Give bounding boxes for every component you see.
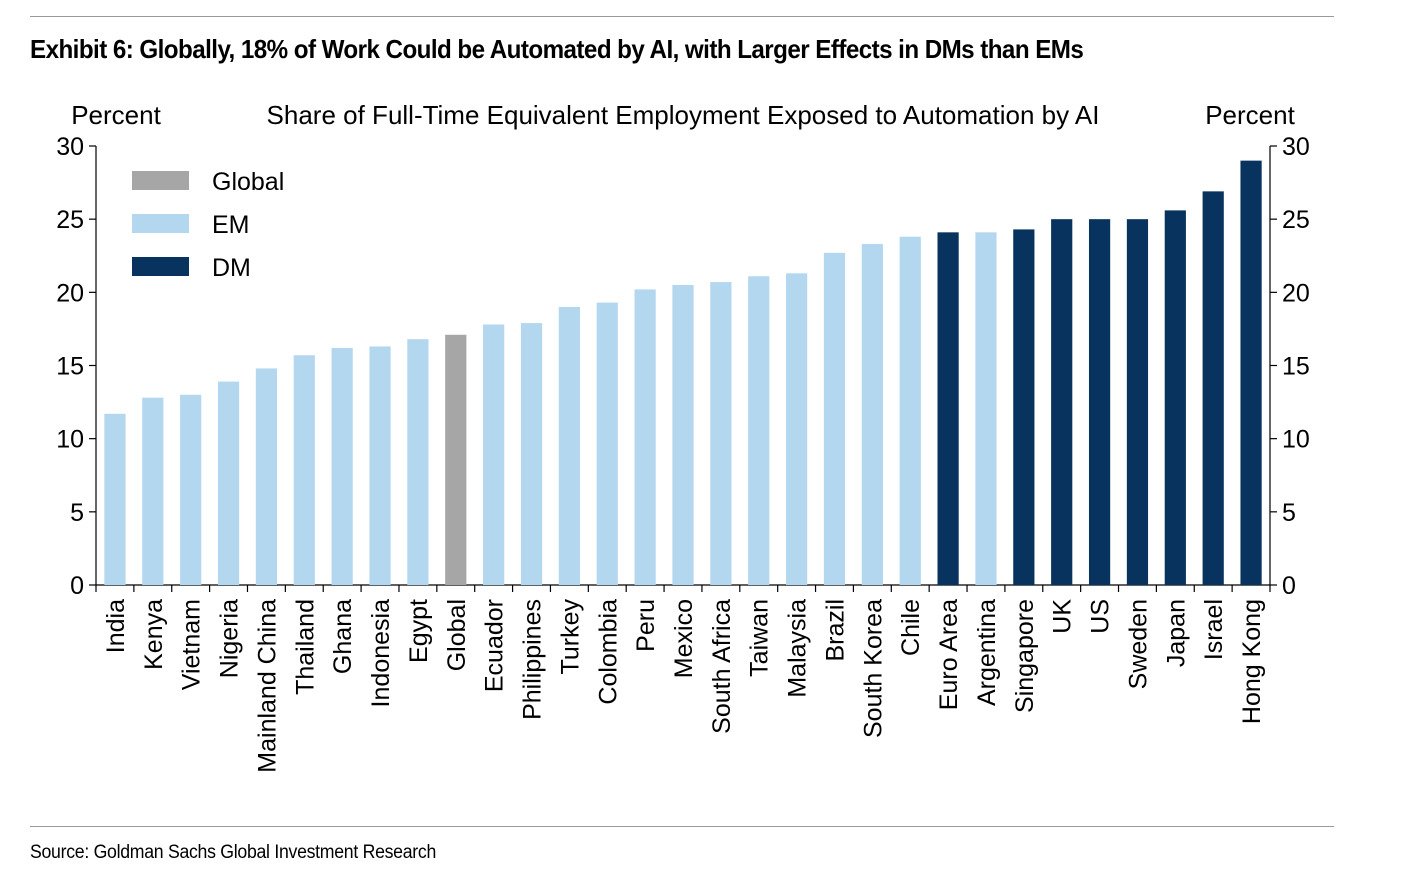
bar-kenya — [142, 397, 164, 585]
x-tick-label: Ecuador — [481, 599, 509, 692]
right-y-tick-label: 20 — [1282, 279, 1310, 307]
right-y-tick-label: 30 — [1282, 133, 1310, 161]
bar-indonesia — [369, 346, 391, 585]
x-tick-label: Sweden — [1124, 599, 1152, 689]
x-tick-label: Peru — [632, 599, 660, 652]
x-tick-label: Indonesia — [367, 599, 395, 708]
legend-label-em: EM — [212, 211, 250, 239]
x-tick-label: Japan — [1162, 599, 1190, 667]
bar-argentina — [975, 232, 997, 585]
legend-swatch-dm — [132, 257, 189, 276]
right-axis-label: Percent — [1205, 100, 1295, 130]
x-tick-label: Brazil — [821, 599, 849, 662]
chart-title: Share of Full-Time Equivalent Employment… — [267, 100, 1100, 130]
x-tick-label: US — [1087, 599, 1115, 634]
bar-chile — [899, 236, 921, 585]
source-note: Source: Goldman Sachs Global Investment … — [30, 842, 436, 863]
bar-ecuador — [483, 324, 505, 585]
left-y-tick-label: 20 — [56, 279, 84, 307]
bar-colombia — [596, 302, 618, 585]
bar-sweden — [1126, 219, 1149, 585]
legend-label-dm: DM — [212, 254, 251, 282]
bar-singapore — [1013, 229, 1035, 585]
x-tick-label: Argentina — [973, 599, 1001, 706]
bar-us — [1088, 219, 1111, 585]
bar-south-africa — [710, 282, 732, 585]
left-y-tick-label: 30 — [56, 133, 84, 161]
x-tick-label: Euro Area — [935, 599, 963, 710]
x-tick-label: Philippines — [519, 599, 547, 720]
x-tick-label: South Africa — [708, 599, 736, 734]
bar-turkey — [558, 306, 580, 585]
bar-mexico — [672, 285, 694, 585]
bar-hong-kong — [1240, 160, 1262, 585]
legend-label-global: Global — [212, 168, 284, 196]
bar-nigeria — [217, 381, 240, 585]
x-tick-label: Mexico — [670, 599, 698, 678]
x-tick-label: UK — [1049, 599, 1077, 634]
bar-india — [104, 413, 126, 585]
left-y-tick-label: 15 — [56, 353, 84, 381]
x-tick-label: Egypt — [405, 599, 433, 663]
x-tick-label: Mainland China — [253, 599, 281, 773]
right-y-tick-label: 15 — [1282, 353, 1310, 381]
x-tick-label: Nigeria — [216, 599, 244, 678]
bar-taiwan — [748, 276, 770, 585]
x-tick-label: Kenya — [140, 599, 168, 670]
bar-south-korea — [861, 244, 883, 585]
legend-swatch-global — [132, 171, 189, 190]
bar-israel — [1202, 191, 1224, 585]
x-tick-label: Thailand — [291, 599, 319, 695]
bar-brazil — [823, 252, 846, 585]
bar-vietnam — [180, 394, 202, 585]
x-tick-label: Singapore — [1011, 599, 1039, 713]
bar-egypt — [407, 339, 429, 585]
bar-uk — [1051, 219, 1073, 585]
plot-area: 0 0 5 5 10 10 15 15 20 20 25 25 30 30 India Kenya Vietna… — [56, 133, 1310, 773]
x-tick-label: Taiwan — [746, 599, 774, 677]
bar-malaysia — [786, 273, 808, 585]
x-tick-label: Malaysia — [784, 599, 812, 698]
bar-philippines — [520, 323, 543, 585]
x-tick-label: Colombia — [594, 599, 622, 705]
bar-japan — [1164, 210, 1186, 586]
left-y-tick-label: 0 — [70, 572, 84, 600]
bar-thailand — [293, 355, 315, 585]
right-y-tick-label: 0 — [1282, 572, 1296, 600]
x-tick-label: Global — [443, 599, 471, 671]
top-rule — [30, 16, 1334, 17]
x-tick-label: India — [102, 599, 130, 653]
left-y-tick-label: 25 — [56, 206, 84, 234]
bottom-rule — [30, 826, 1334, 827]
bar-euro-area — [937, 232, 959, 585]
x-tick-label: Chile — [897, 599, 925, 656]
bar-global — [445, 334, 467, 585]
x-tick-label: Hong Kong — [1238, 599, 1266, 724]
left-y-tick-label: 5 — [70, 499, 84, 527]
right-y-tick-label: 25 — [1282, 206, 1310, 234]
legend-swatch-em — [132, 214, 189, 233]
x-tick-label: Ghana — [329, 599, 357, 674]
x-tick-label: Turkey — [556, 599, 584, 675]
exhibit-title: Exhibit 6: Globally, 18% of Work Could b… — [30, 34, 1084, 64]
legend: Global EM DM — [132, 168, 284, 282]
x-tick-label: Israel — [1200, 599, 1228, 660]
x-tick-label: South Korea — [859, 599, 887, 738]
bar-mainland-china — [255, 368, 278, 585]
left-axis-label: Percent — [71, 100, 161, 130]
x-tick-label: Vietnam — [178, 599, 206, 690]
bar-ghana — [331, 347, 353, 585]
right-y-tick-label: 10 — [1282, 426, 1310, 454]
right-y-tick-label: 5 — [1282, 499, 1296, 527]
left-y-tick-label: 10 — [56, 426, 84, 454]
bar-peru — [634, 289, 656, 585]
